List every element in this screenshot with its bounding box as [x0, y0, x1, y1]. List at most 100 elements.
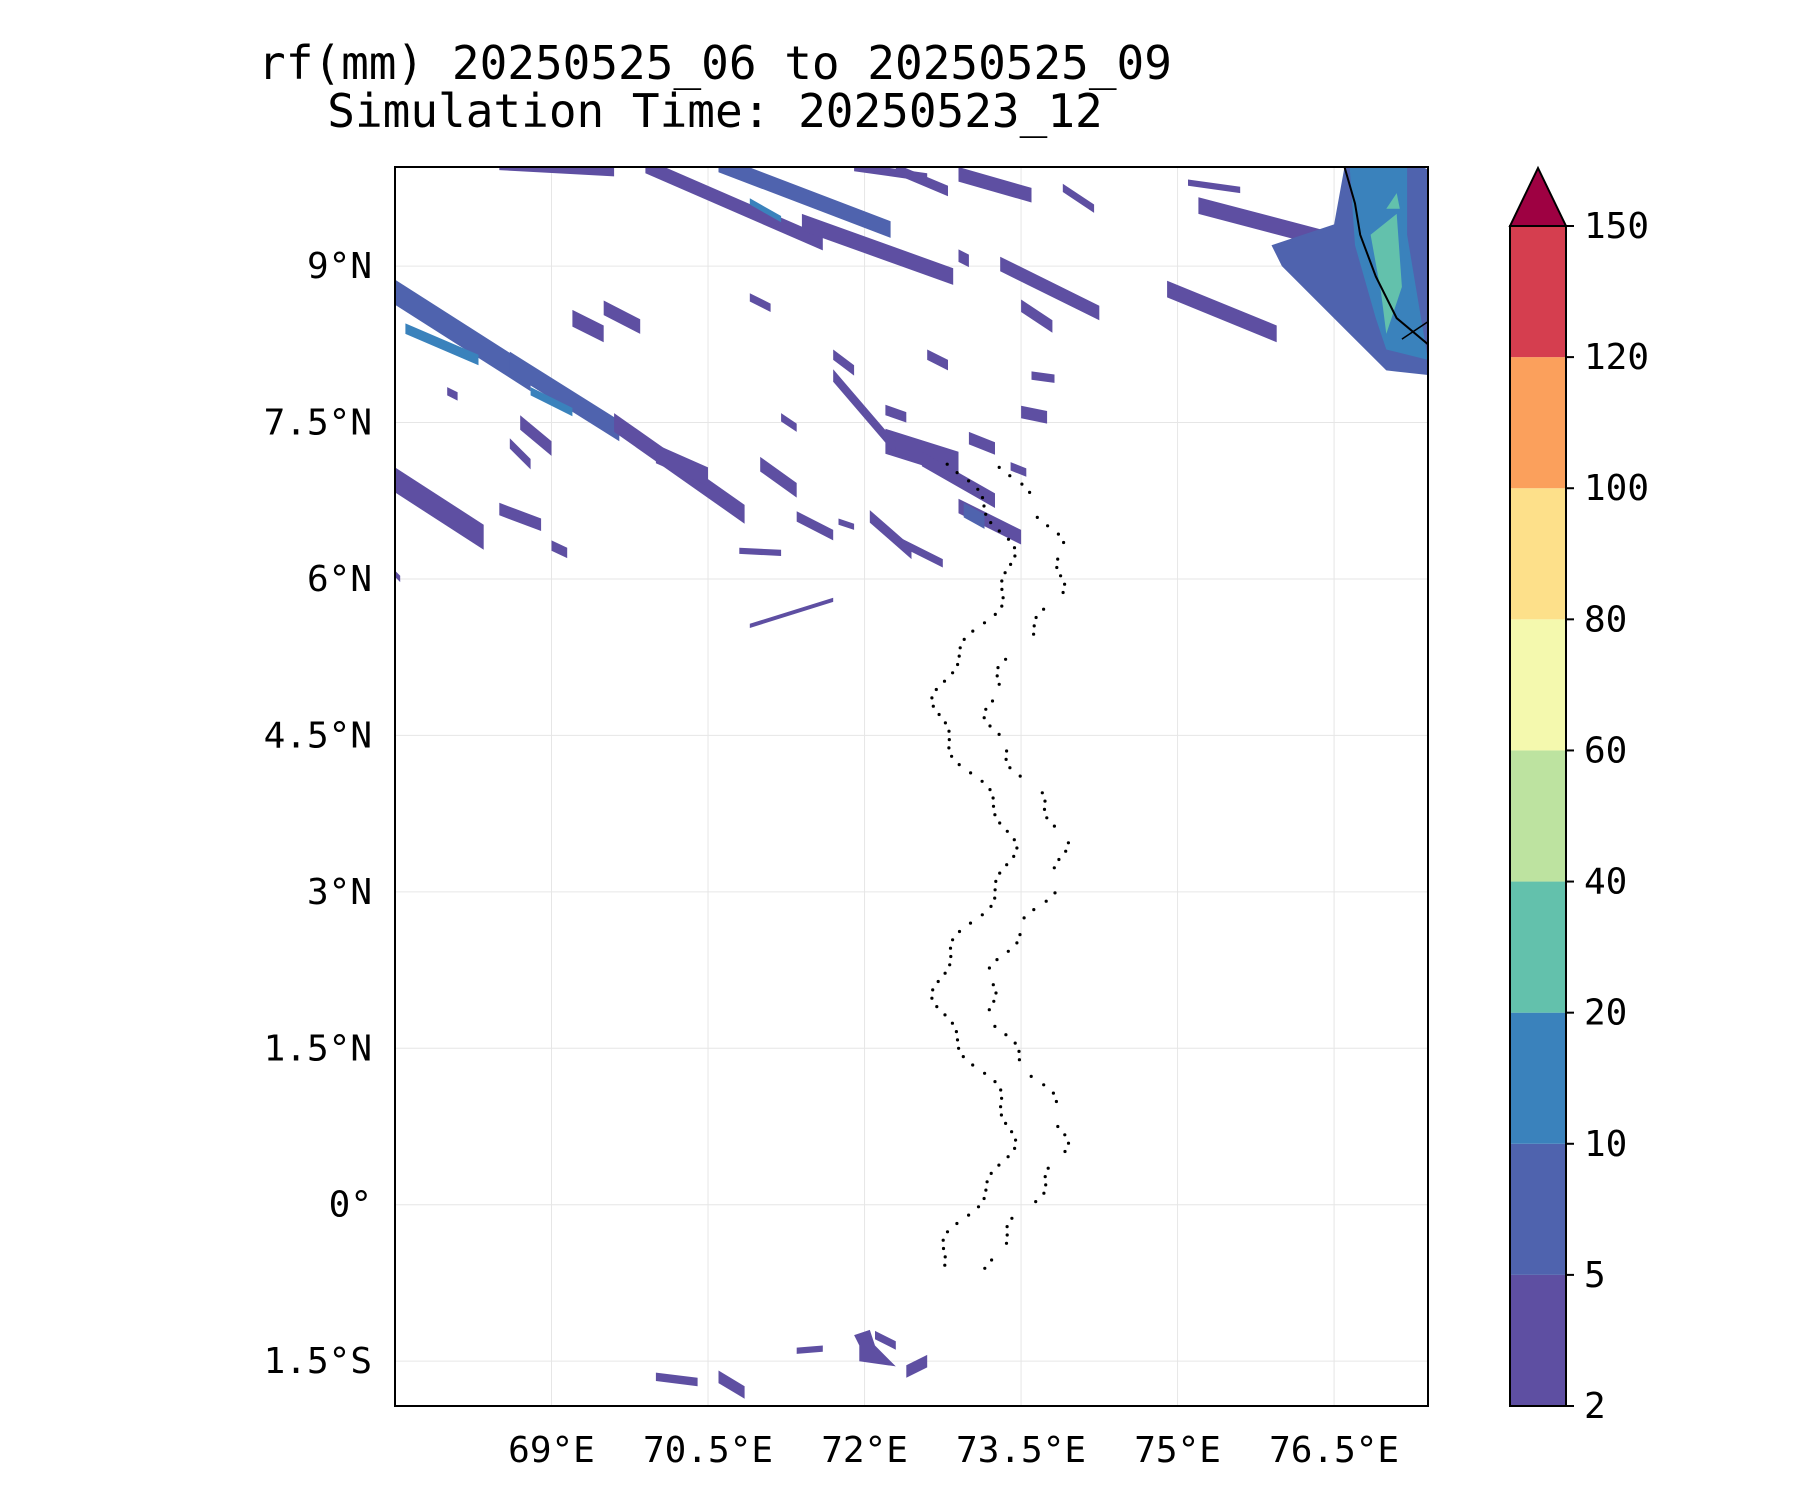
- rain-contour: [801, 213, 954, 285]
- rain-contour: [718, 1370, 745, 1399]
- colorbar-tick-label: 80: [1584, 599, 1627, 640]
- rain-contour: [1188, 179, 1241, 194]
- colorbar-tick-label: 5: [1584, 1255, 1606, 1296]
- island-dot: [1004, 757, 1008, 762]
- rain-contour: [499, 502, 542, 531]
- rain-contour: [530, 387, 573, 417]
- island-dot: [943, 1013, 947, 1017]
- island-dot: [1008, 474, 1012, 478]
- island-dot: [934, 687, 938, 692]
- island-dot: [1056, 557, 1060, 561]
- coastlines: [930, 167, 1428, 1270]
- rain-contour: [895, 167, 948, 197]
- rain-contour: [749, 198, 782, 223]
- island-dot: [997, 732, 1001, 737]
- island-dot: [962, 637, 966, 642]
- island-dot: [1053, 891, 1057, 895]
- rain-contour: [1021, 299, 1053, 333]
- island-dot: [1005, 1233, 1009, 1237]
- gridlines: [395, 167, 1428, 1406]
- island-dot: [1010, 1130, 1014, 1134]
- island-dot: [1043, 1175, 1047, 1179]
- island-dot: [968, 921, 973, 925]
- island-dot: [930, 696, 934, 700]
- island-dot: [996, 666, 1000, 670]
- island-dot: [1052, 866, 1056, 870]
- island-dot: [1029, 1074, 1033, 1078]
- island-dot: [950, 754, 954, 758]
- rain-contour: [749, 597, 834, 628]
- island-dot: [1057, 857, 1061, 862]
- rain-contour: [963, 502, 985, 529]
- rain-contour: [1010, 462, 1027, 477]
- island-dot: [957, 654, 961, 658]
- island-dot: [1004, 1033, 1008, 1037]
- island-dot: [1044, 899, 1048, 903]
- island-dot: [971, 1063, 975, 1067]
- rain-contour: [447, 387, 458, 401]
- colorbar-segment: [1510, 619, 1566, 751]
- colorbar-segment: [1510, 357, 1566, 489]
- island-dot: [1015, 846, 1019, 850]
- island-dot: [991, 796, 995, 800]
- island-dot: [983, 1071, 987, 1075]
- island-dot: [985, 1180, 989, 1184]
- island-dot: [1004, 657, 1008, 661]
- island-dot: [957, 929, 962, 934]
- island-dot: [930, 996, 934, 1000]
- island-dot: [982, 716, 986, 720]
- colorbar-tick-label: 2: [1584, 1386, 1606, 1427]
- island-dot: [990, 699, 995, 703]
- island-dot: [988, 724, 992, 728]
- island-dot: [941, 1246, 946, 1251]
- island-dot: [951, 938, 955, 942]
- island-dot: [1008, 766, 1012, 770]
- island-dot: [1005, 1225, 1009, 1229]
- island-dot: [999, 1088, 1003, 1092]
- rain-contour: [509, 351, 620, 442]
- colorbar-segment: [1510, 750, 1566, 882]
- lat-tick-label: 3°N: [307, 872, 372, 913]
- island-dot: [951, 671, 955, 675]
- island-dot: [931, 988, 935, 992]
- lon-tick-label: 70.5°E: [643, 1430, 773, 1471]
- island-dot: [1006, 1155, 1010, 1159]
- rain-contour: [1386, 193, 1400, 209]
- island-dot: [1063, 582, 1067, 586]
- island-dot: [983, 1266, 987, 1270]
- island-dot: [945, 462, 949, 466]
- lat-tick-label: 4.5°N: [264, 715, 372, 756]
- rain-contour: [655, 444, 708, 487]
- island-dot: [1015, 941, 1019, 945]
- island-dot: [999, 1105, 1003, 1109]
- island-dot: [955, 1221, 959, 1226]
- island-dot: [1010, 1216, 1014, 1220]
- island-dot: [991, 804, 996, 808]
- rain-contour: [551, 540, 568, 559]
- island-dot: [949, 954, 953, 959]
- island-dot: [984, 512, 988, 516]
- lat-tick-label: 0°: [329, 1185, 372, 1226]
- rain-contour: [1021, 405, 1048, 424]
- island-dot: [989, 904, 993, 909]
- longitude-ticks: 69°E 70.5°E 72°E 73.5°E 75°E 76.5°E: [508, 1430, 1399, 1471]
- island-dot: [1028, 490, 1032, 494]
- island-dot: [971, 629, 975, 633]
- island-dot: [958, 646, 962, 650]
- island-dot: [982, 621, 987, 625]
- island-dot: [1061, 590, 1065, 595]
- island-dot: [994, 991, 998, 995]
- rain-contour: [796, 511, 834, 541]
- island-dot: [947, 746, 951, 750]
- island-dot: [980, 913, 984, 917]
- island-dot: [1012, 838, 1016, 842]
- island-dot: [1043, 799, 1047, 803]
- island-dot: [1055, 565, 1059, 570]
- colorbar-segment: [1510, 1143, 1566, 1275]
- island-dot: [931, 704, 935, 708]
- rain-contour: [906, 1354, 928, 1378]
- island-dot: [943, 971, 947, 975]
- india-border: [1401, 320, 1428, 340]
- rain-contour: [749, 293, 771, 312]
- rain-contour: [958, 249, 969, 268]
